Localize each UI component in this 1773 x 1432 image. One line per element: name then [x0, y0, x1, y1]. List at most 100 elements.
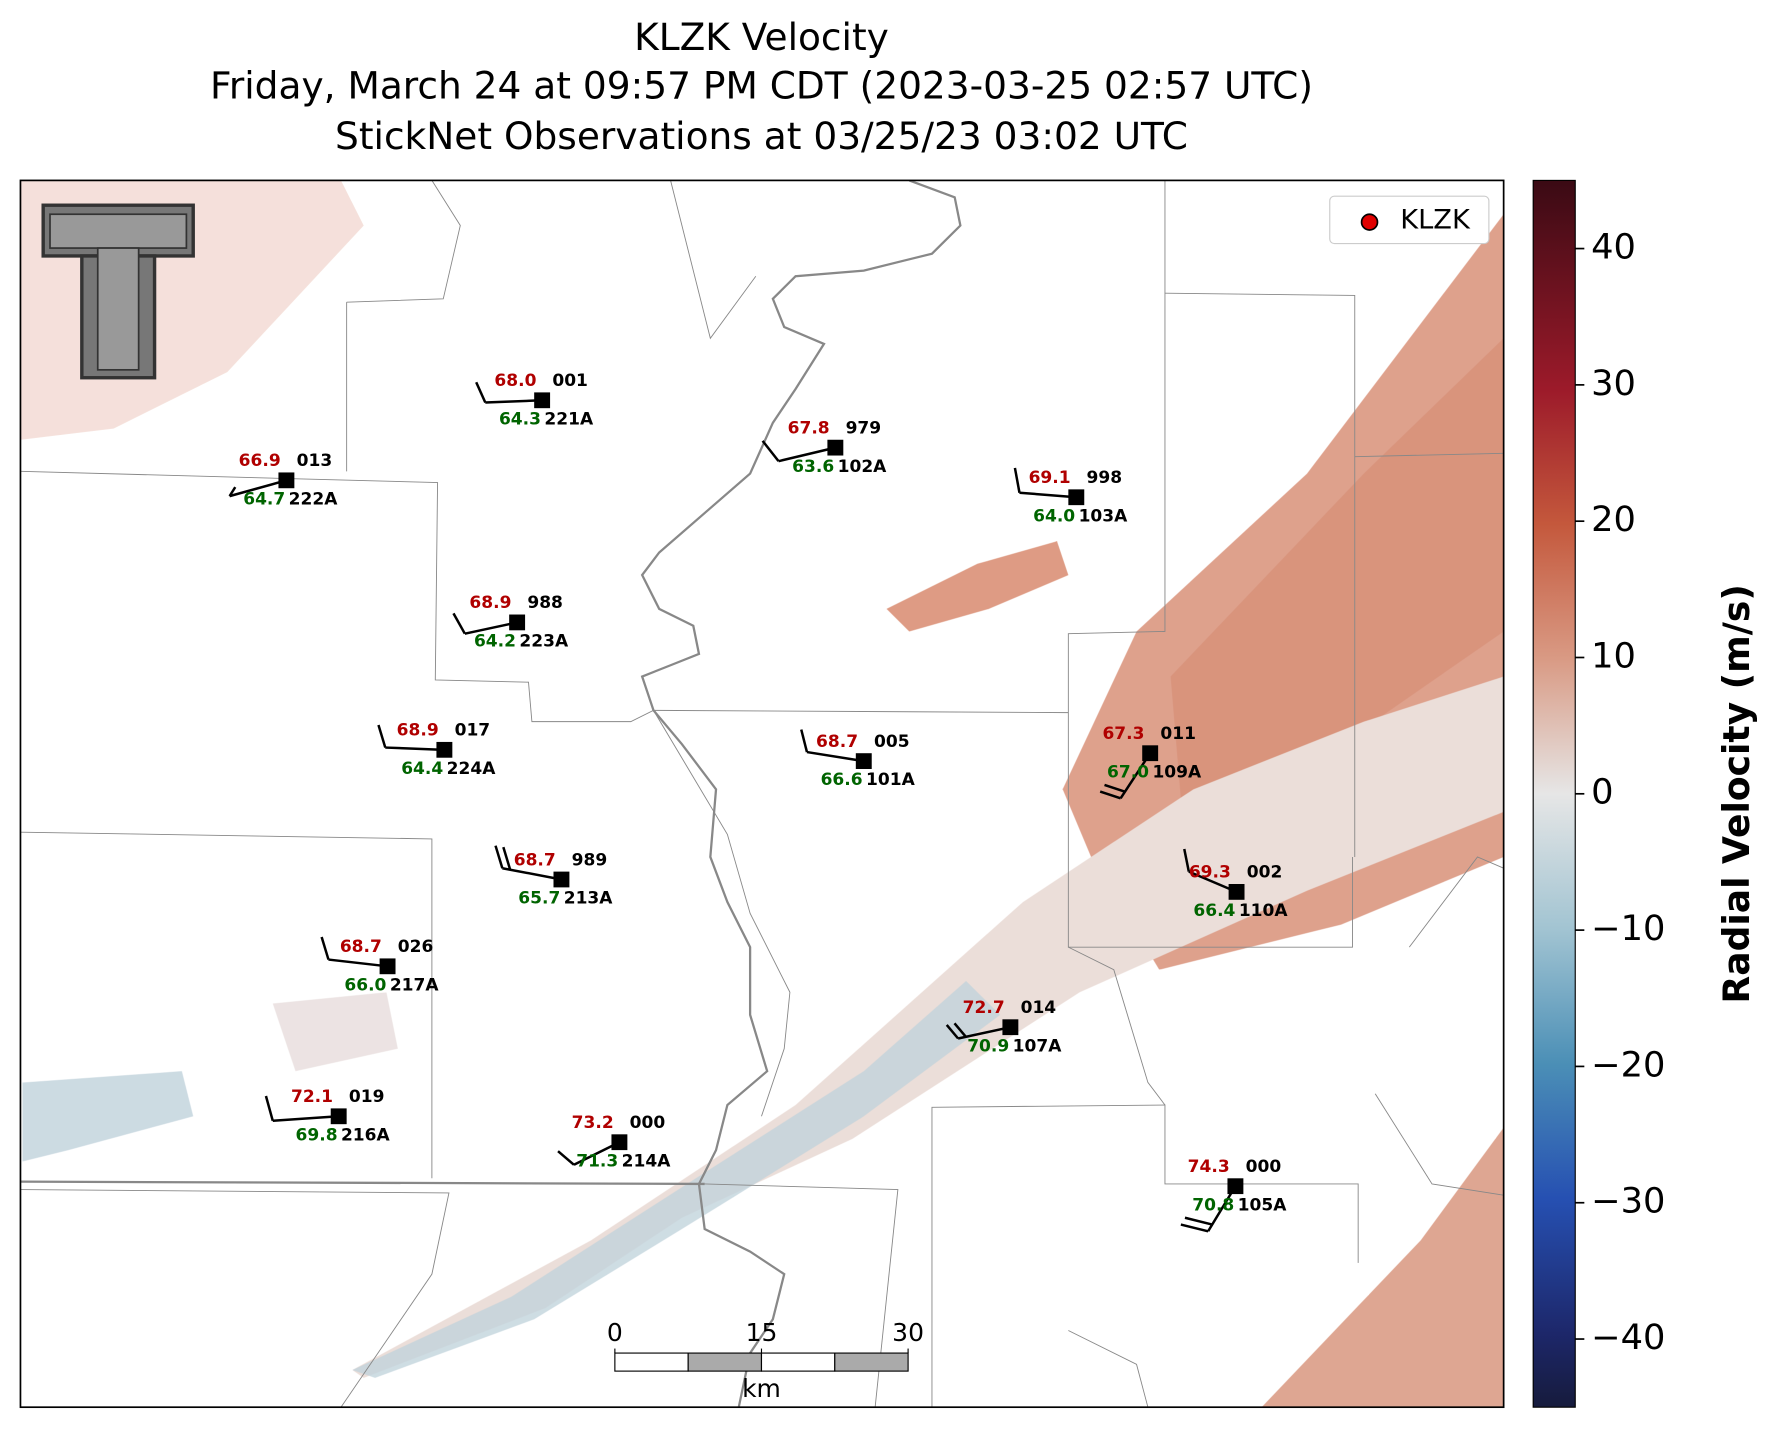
radar-echoes — [20, 180, 1504, 1408]
wind-barb — [264, 1095, 274, 1122]
wind-barb — [228, 486, 237, 497]
wind-barb — [1180, 1223, 1209, 1233]
station-marker — [1002, 1019, 1019, 1036]
probe-id: 019 — [349, 1087, 385, 1107]
probe-id: 988 — [527, 593, 563, 613]
colorbar-label: Radial Velocity (m/s) — [1715, 584, 1758, 1003]
wind-staff — [229, 479, 287, 498]
station-id: 107A — [1013, 1036, 1063, 1056]
station-marker — [379, 958, 396, 975]
dewpoint: 64.7 — [243, 490, 285, 510]
station-id: 101A — [866, 770, 916, 790]
probe-id: 005 — [874, 732, 910, 752]
temperature: 72.1 — [291, 1087, 333, 1107]
colorbar-tick-label: −20 — [1591, 1045, 1665, 1086]
station: 67.8 979 63.6 102A — [761, 419, 888, 477]
station-marker — [553, 871, 570, 888]
temperature: 67.3 — [1102, 724, 1144, 744]
dewpoint: 66.6 — [821, 770, 863, 790]
dewpoint: 64.3 — [499, 409, 541, 429]
temperature: 66.9 — [239, 451, 281, 471]
wind-barb — [377, 724, 387, 748]
station-id: 222A — [289, 490, 339, 510]
scale-tick-label: 0 — [607, 1318, 623, 1347]
map-frame — [19, 179, 1505, 1409]
station-marker — [1227, 1178, 1244, 1195]
dewpoint: 66.0 — [344, 976, 386, 996]
wind-staff — [957, 1025, 1011, 1040]
station-id: 110A — [1239, 901, 1289, 921]
subtitle: StickNet Observations at 03/25/23 03:02 … — [335, 114, 1188, 158]
wind-staff — [464, 621, 518, 635]
logo — [41, 203, 195, 380]
wind-staff — [1019, 491, 1077, 499]
wind-barb — [1099, 790, 1122, 800]
station-id: 105A — [1238, 1195, 1288, 1215]
subtitle: Friday, March 24 at 09:57 PM CDT (2023-0… — [210, 64, 1313, 108]
stations: 68.0 001 64.3 221A 66.9 013 64.7 222A 67.8 979 63.… — [228, 371, 1289, 1233]
scale-tick-label: 30 — [892, 1318, 924, 1347]
temperature: 69.1 — [1029, 468, 1071, 488]
colorbar-tick-label: 10 — [1591, 636, 1636, 677]
station-marker — [278, 472, 295, 489]
temperature: 67.8 — [788, 419, 830, 439]
wind-barb — [494, 845, 504, 869]
wind-barb — [1104, 783, 1126, 793]
temperature: 68.7 — [340, 937, 382, 957]
wind-barb — [320, 936, 330, 960]
scale-bar: 0 15 30 km — [607, 1318, 924, 1403]
station: 72.7 014 70.9 107A — [945, 998, 1063, 1056]
wind-barb — [1183, 848, 1191, 872]
station-marker — [827, 439, 844, 456]
temperature: 72.7 — [963, 998, 1005, 1018]
wind-staff — [485, 399, 543, 404]
temperature: 68.9 — [469, 593, 511, 613]
probe-id: 017 — [455, 721, 491, 741]
probe-id: 013 — [297, 451, 333, 471]
dewpoint: 69.8 — [296, 1125, 338, 1145]
station: 69.3 002 66.4 110A — [1183, 848, 1289, 921]
colorbar-tick-label: 40 — [1591, 227, 1636, 268]
wind-barb — [761, 440, 780, 462]
station: 66.9 013 64.7 222A — [228, 451, 339, 510]
temperature: 68.7 — [514, 850, 556, 870]
probe-id: 002 — [1247, 863, 1283, 883]
wind-barb — [502, 846, 512, 871]
station: 68.7 026 66.0 217A — [320, 936, 440, 996]
scale-segment — [614, 1352, 689, 1372]
probe-id: 000 — [630, 1113, 666, 1133]
legend-box — [1329, 195, 1490, 245]
wind-staff — [385, 746, 445, 752]
wind-barb — [800, 729, 809, 753]
wind-staff — [328, 958, 388, 968]
dewpoint: 64.4 — [401, 759, 443, 779]
colorbar-tick-label: −30 — [1591, 1181, 1665, 1222]
legend-marker — [1360, 213, 1379, 231]
dewpoint: 63.6 — [792, 457, 834, 477]
dewpoint: 64.2 — [474, 632, 516, 652]
dewpoint: 65.7 — [518, 889, 560, 909]
colorbar-gradient — [1532, 179, 1576, 1408]
wind-barb — [945, 1024, 960, 1040]
county-lines — [20, 180, 1504, 1408]
dewpoint: 71.3 — [576, 1151, 618, 1171]
station-marker — [509, 614, 526, 631]
state-line — [20, 1180, 705, 1186]
wind-barb — [452, 612, 466, 635]
map — [20, 180, 1504, 1408]
station: 67.3 011 67.0 109A — [1099, 724, 1202, 800]
probe-id: 026 — [398, 937, 434, 957]
station: 69.1 998 64.0 103A — [1013, 467, 1128, 526]
station-id: 102A — [838, 457, 888, 477]
station-id: 217A — [390, 976, 440, 996]
station-marker — [1068, 489, 1085, 506]
station: 68.9 988 64.2 223A — [452, 593, 569, 652]
station-id: 224A — [447, 759, 497, 779]
wind-barb — [557, 1150, 575, 1166]
wind-staff — [502, 867, 562, 881]
wind-barb — [1184, 1216, 1213, 1226]
station-id: 214A — [622, 1151, 672, 1171]
wind-staff — [272, 1115, 339, 1123]
